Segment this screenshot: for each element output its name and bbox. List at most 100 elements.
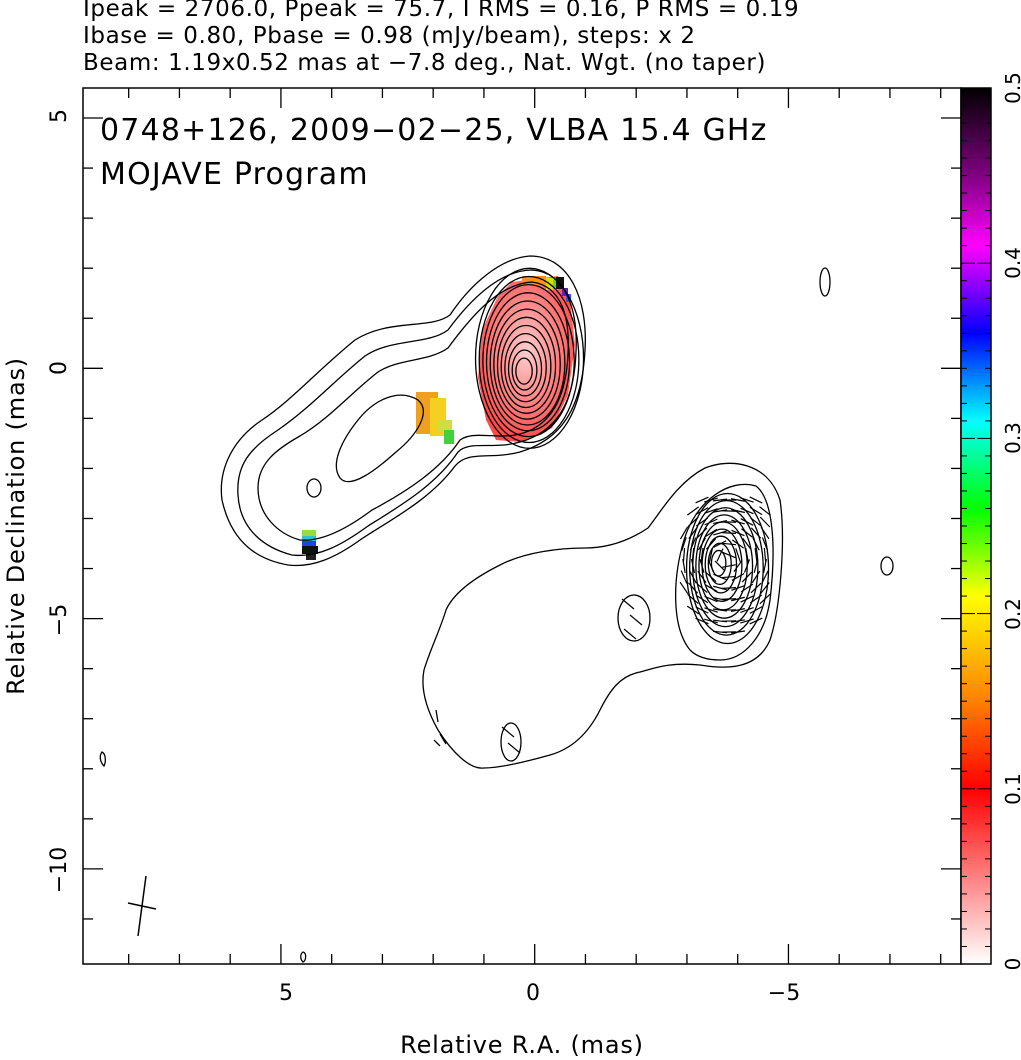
evpa-vector — [749, 506, 763, 516]
polarization-vectors — [501, 496, 771, 754]
evpa-vector — [743, 559, 751, 573]
evpa-vector — [731, 508, 745, 514]
evpa-vector — [740, 507, 754, 515]
evpa-vector — [713, 540, 727, 548]
evpa-vector — [731, 573, 745, 581]
evpa-vector — [680, 570, 688, 584]
evpa-vector — [507, 742, 521, 754]
lower-jet-contour-2 — [674, 483, 774, 661]
core-contour — [482, 283, 575, 438]
evpa-vector — [750, 517, 762, 527]
evpa-vector — [689, 537, 697, 551]
colorbar-label-0.3: 0.3 — [1001, 422, 1021, 454]
evpa-vector — [704, 497, 718, 503]
core-contour — [507, 341, 543, 397]
evpa-vector — [704, 618, 718, 624]
y-tick-label-minus10: −10 — [47, 847, 72, 893]
evpa-vector — [730, 619, 746, 623]
core-contour — [474, 267, 585, 449]
evpa-vector — [752, 537, 760, 551]
contour-upper-2 — [237, 269, 577, 557]
evpa-vector — [713, 597, 727, 601]
jet-end-black-tail — [306, 554, 316, 560]
contour-fragment — [433, 709, 447, 747]
contour-upper-3 — [257, 281, 569, 541]
evpa-vector — [763, 547, 767, 563]
evpa-vector — [761, 570, 769, 584]
jet-end-cyan — [302, 536, 316, 541]
evpa-vector — [713, 585, 727, 591]
evpa-vector — [740, 618, 754, 624]
evpa-vector — [749, 594, 763, 604]
evpa-vector — [763, 559, 767, 573]
islet-left — [99, 751, 106, 768]
evpa-vector — [761, 537, 769, 551]
x-tick-label-minus5: −5 — [768, 981, 800, 1006]
evpa-vector — [501, 726, 515, 738]
core-contour — [489, 300, 566, 426]
x-tick-label-0: 0 — [526, 981, 540, 1006]
evpa-vector — [745, 548, 749, 562]
lower-islet-1 — [617, 594, 651, 642]
jet-end-blue — [302, 541, 316, 546]
evpa-vector — [722, 564, 736, 568]
evpa-vector — [731, 585, 745, 591]
evpa-vector — [621, 598, 635, 610]
lower-jet-contour — [707, 542, 732, 586]
header-line-1: Ipeak = 2706.0, Ppeak = 75.7, I RMS = 0.… — [83, 0, 800, 22]
core-contour — [511, 349, 538, 391]
evpa-vector — [699, 559, 705, 573]
plot-title: 0748+126, 2009−02−25, VLBA 15.4 GHz — [100, 113, 768, 148]
core-contour — [496, 316, 557, 414]
evpa-vector — [704, 528, 718, 538]
evpa-vector — [708, 548, 714, 562]
evpa-vector — [731, 608, 745, 612]
lower-jet-contour — [689, 499, 764, 636]
evpa-vector — [759, 516, 771, 528]
evpa-vector — [731, 596, 745, 602]
evpa-vector — [695, 617, 709, 625]
evpa-vector — [688, 582, 698, 594]
evpa-vector — [704, 607, 718, 613]
evpa-vector — [735, 548, 741, 562]
jet-end-black — [302, 546, 318, 554]
colorbar-label-0.4: 0.4 — [1001, 247, 1021, 279]
evpa-vector — [682, 558, 686, 574]
evpa-vector — [681, 537, 687, 551]
colorbar-label-0.1: 0.1 — [1001, 773, 1021, 805]
colorbar-label-0.5: 0.5 — [1001, 72, 1021, 104]
y-axis-label: Relative Declination (mas) — [2, 357, 30, 695]
evpa-vector — [760, 526, 770, 540]
intensity-contours — [99, 255, 894, 963]
evpa-vector — [731, 519, 745, 525]
evpa-vector — [742, 538, 752, 550]
islet-right — [880, 556, 894, 576]
lower-jet-contour — [695, 514, 754, 619]
lower-jet-contour — [685, 492, 770, 645]
evpa-vector — [731, 529, 745, 537]
evpa-vector — [760, 582, 770, 594]
core-contour — [500, 324, 552, 409]
evpa-vector — [691, 547, 695, 563]
evpa-vector — [704, 584, 718, 592]
evpa-vector — [713, 519, 727, 525]
evpa-vector — [754, 547, 758, 563]
evpa-vector — [741, 528, 753, 538]
plot-frame — [82, 87, 962, 965]
lower-islet-2 — [500, 722, 522, 762]
evpa-vector — [740, 497, 754, 503]
islet-top-right — [819, 267, 831, 297]
evpa-vector — [697, 570, 707, 584]
core-edge-orange — [522, 276, 546, 286]
core-contour — [478, 275, 580, 444]
evpa-vector — [759, 506, 771, 516]
evpa-vector — [740, 518, 754, 526]
core-contour — [493, 308, 561, 420]
evpa-vector — [722, 551, 736, 559]
evpa-vector — [750, 527, 762, 539]
evpa-vector — [682, 547, 686, 563]
evpa-vector — [721, 532, 737, 534]
evpa-vector — [721, 542, 737, 546]
islet-bottom — [300, 951, 307, 963]
evpa-vector — [740, 595, 754, 603]
